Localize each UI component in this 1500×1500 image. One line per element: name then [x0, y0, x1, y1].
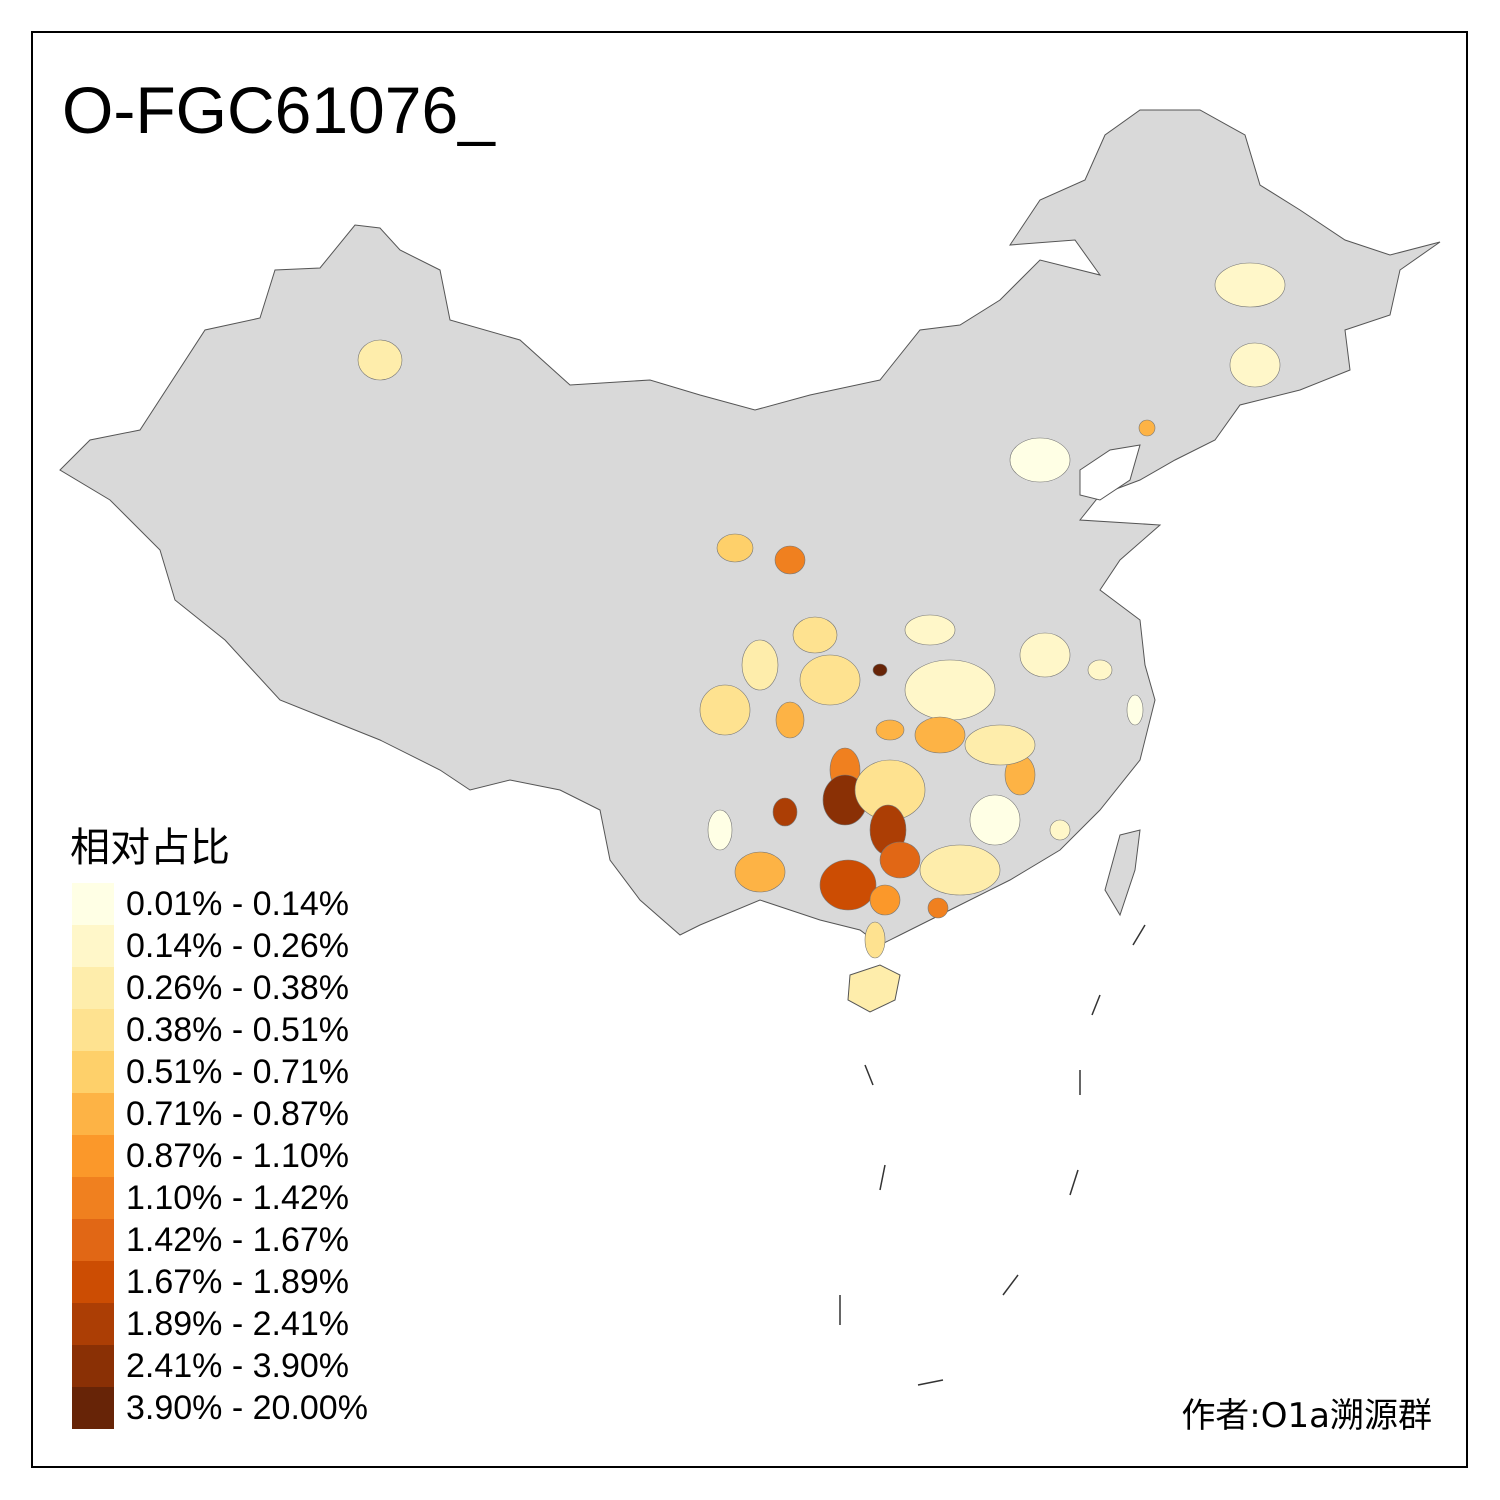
- map-region: [1019, 632, 1071, 678]
- map-region: [357, 339, 403, 381]
- map-region: [964, 724, 1036, 766]
- author-credit: 作者:O1a溯源群: [1181, 1396, 1432, 1436]
- bohai-sea: [1079, 444, 1141, 501]
- legend-item: 0.71% - 0.87%: [72, 1093, 368, 1135]
- legend-swatch: [72, 1135, 114, 1177]
- legend-swatch: [72, 1219, 114, 1261]
- legend-label: 0.38% - 0.51%: [126, 1010, 350, 1049]
- legend-swatch: [72, 1177, 114, 1219]
- legend-item: 1.10% - 1.42%: [72, 1177, 368, 1219]
- legend-swatch: [72, 883, 114, 925]
- legend-swatch: [72, 1093, 114, 1135]
- legend-label: 1.10% - 1.42%: [126, 1178, 350, 1217]
- map-region: [819, 859, 877, 911]
- map-region: [875, 719, 905, 741]
- map-region: [1049, 819, 1071, 841]
- legend-label: 1.42% - 1.67%: [126, 1220, 350, 1259]
- map-region: [919, 844, 1001, 896]
- legend-label: 0.87% - 1.10%: [126, 1136, 350, 1175]
- legend-item: 3.90% - 20.00%: [72, 1387, 368, 1429]
- legend-swatch: [72, 1387, 114, 1429]
- legend-item: 1.89% - 2.41%: [72, 1303, 368, 1345]
- map-region: [741, 639, 779, 691]
- legend-item: 2.41% - 3.90%: [72, 1345, 368, 1387]
- map-region: [879, 841, 921, 879]
- legend-label: 3.90% - 20.00%: [126, 1388, 368, 1427]
- legend-swatch: [72, 967, 114, 1009]
- legend-title: 相对占比: [70, 825, 230, 871]
- map-title: O-FGC61076_: [62, 73, 495, 147]
- map-region: [775, 701, 805, 739]
- legend-item: 1.42% - 1.67%: [72, 1219, 368, 1261]
- legend-item: 0.14% - 0.26%: [72, 925, 368, 967]
- legend-label: 0.51% - 0.71%: [126, 1052, 350, 1091]
- legend-item: 0.87% - 1.10%: [72, 1135, 368, 1177]
- map-region: [1009, 437, 1071, 483]
- map-region: [734, 851, 786, 893]
- map-region: [927, 897, 949, 919]
- legend-label: 0.26% - 0.38%: [126, 968, 350, 1007]
- map-region: [707, 809, 733, 851]
- legend-swatch: [72, 1261, 114, 1303]
- map-region: [716, 533, 754, 563]
- legend-label: 2.41% - 3.90%: [126, 1346, 350, 1385]
- map-region: [872, 663, 888, 677]
- map-region: [914, 716, 966, 754]
- legend-label: 0.14% - 0.26%: [126, 926, 350, 965]
- map-region: [699, 684, 751, 736]
- legend-label: 0.01% - 0.14%: [126, 884, 350, 923]
- map-region: [1087, 659, 1113, 681]
- map-frame: [31, 31, 1468, 1468]
- map-region: [799, 654, 861, 706]
- map-region: [904, 614, 956, 646]
- legend-label: 1.89% - 2.41%: [126, 1304, 350, 1343]
- legend-label: 1.67% - 1.89%: [126, 1262, 350, 1301]
- map-region: [904, 659, 996, 721]
- hainan-island: [847, 964, 901, 1013]
- legend-item: 0.01% - 0.14%: [72, 883, 368, 925]
- legend-item: 1.67% - 1.89%: [72, 1261, 368, 1303]
- map-region: [1229, 342, 1281, 388]
- china-landmass: [59, 109, 1441, 946]
- map-region: [1126, 694, 1144, 726]
- legend-swatch: [72, 1009, 114, 1051]
- legend-swatch: [72, 1051, 114, 1093]
- legend-swatch: [72, 925, 114, 967]
- map-region: [969, 794, 1021, 846]
- south-china-sea-dashes: [839, 924, 1146, 1386]
- legend-swatch: [72, 1345, 114, 1387]
- legend-item: 0.38% - 0.51%: [72, 1009, 368, 1051]
- map-region: [774, 545, 806, 575]
- legend-item: 0.26% - 0.38%: [72, 967, 368, 1009]
- map-region: [869, 884, 901, 916]
- taiwan-island: [1104, 829, 1141, 917]
- legend-item: 0.51% - 0.71%: [72, 1051, 368, 1093]
- map-region: [772, 797, 798, 827]
- map-region: [1214, 262, 1286, 308]
- map-region: [1138, 419, 1156, 437]
- map-region: [864, 921, 886, 959]
- legend: 0.01% - 0.14% 0.14% - 0.26% 0.26% - 0.38% 0…: [72, 883, 368, 1429]
- legend-label: 0.71% - 0.87%: [126, 1094, 350, 1133]
- map-region: [792, 616, 838, 654]
- legend-swatch: [72, 1303, 114, 1345]
